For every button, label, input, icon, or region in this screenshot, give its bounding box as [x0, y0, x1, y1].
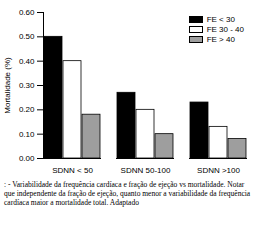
svg-text:0.00: 0.00 [19, 154, 35, 163]
svg-text:SDNN 50-100: SDNN 50-100 [121, 166, 171, 175]
svg-text:0.10: 0.10 [19, 130, 35, 139]
html-text:FE < 30: FE < 30 [206, 15, 235, 24]
svg-text:SDNN >100: SDNN >100 [197, 166, 240, 175]
html-text:FE 30 - 40: FE 30 - 40 [206, 25, 244, 34]
svg-text:SDNN < 50: SDNN < 50 [52, 166, 93, 175]
svg-text:0.20: 0.20 [19, 105, 35, 114]
svg-text:Mortalidade (%): Mortalidade (%) [3, 57, 12, 114]
svg-text:0.30: 0.30 [19, 81, 35, 90]
svg-text:0.40: 0.40 [19, 57, 35, 66]
html-text:FE > 40: FE > 40 [206, 35, 235, 44]
svg-text:0.50: 0.50 [19, 32, 35, 41]
html-text:: - Variabilidade da frequênci: : - Variabilidade da frequência cardíaca… [4, 180, 251, 207]
svg-text:0.60: 0.60 [19, 8, 35, 17]
